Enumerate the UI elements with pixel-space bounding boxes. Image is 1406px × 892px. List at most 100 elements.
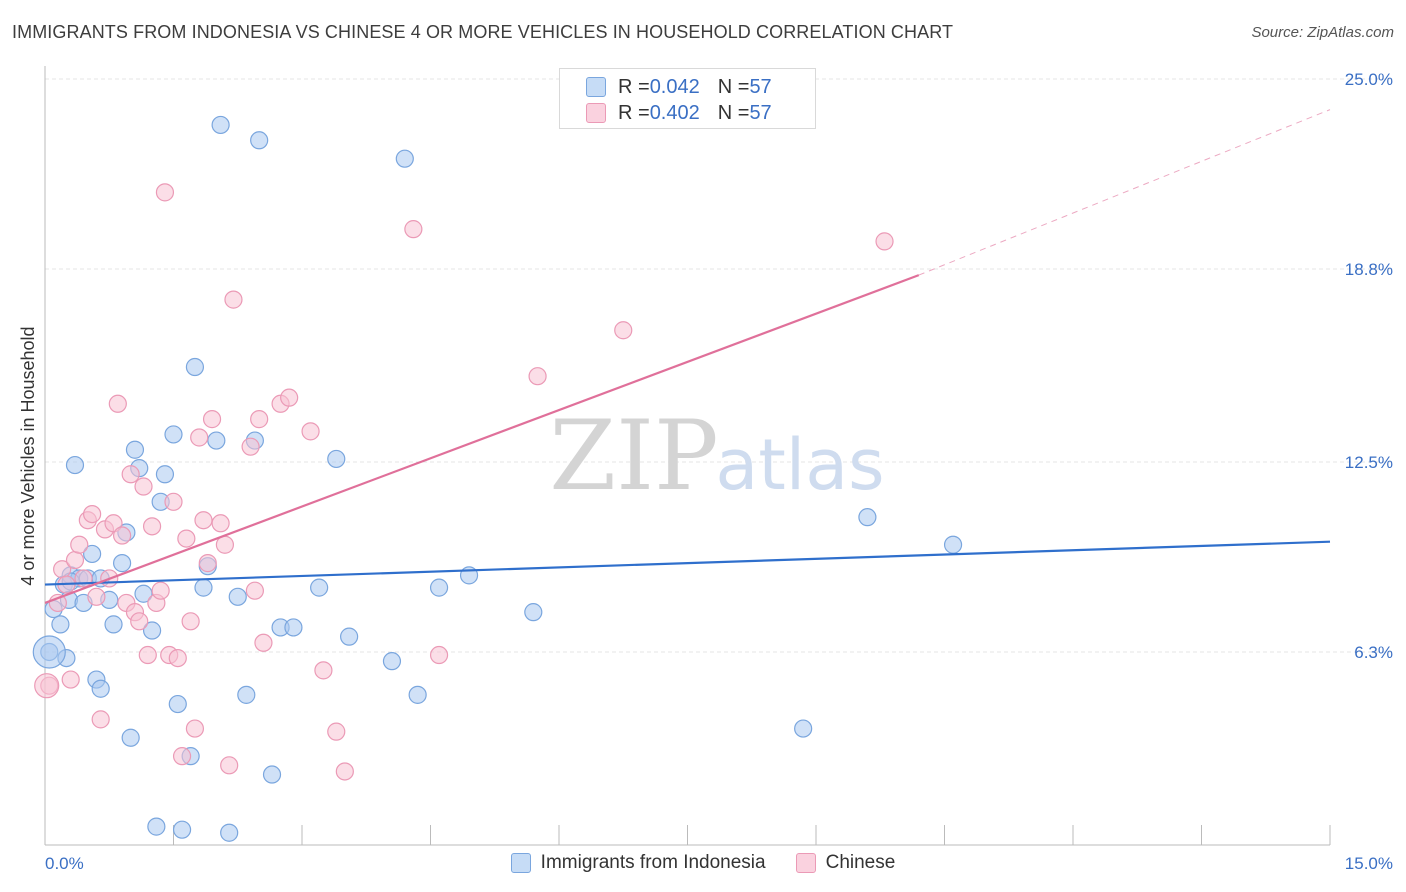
indonesia-point: [395, 149, 414, 168]
r-value: 0.042: [649, 75, 700, 98]
chinese-point: [142, 517, 162, 536]
chinese-point: [202, 410, 222, 429]
chinese-point: [614, 321, 633, 340]
chinese-point: [224, 290, 243, 309]
n-value: 57: [749, 101, 772, 124]
indonesia-point: [237, 685, 256, 704]
chinese-point: [181, 612, 200, 631]
y-tick-label: 12.5%: [1345, 453, 1393, 472]
series-legend: Immigrants from Indonesia Chinese: [0, 852, 1406, 874]
watermark: ZIP atlas: [549, 400, 884, 512]
indonesia-point: [340, 627, 359, 646]
chinese-point: [301, 422, 320, 441]
y-axis-label: 4 or more Vehicles in Household: [18, 326, 38, 585]
stats-legend: R = 0.042 N = 57 R = 0.402 N = 57: [559, 68, 816, 129]
chinese-trend-line: [44, 274, 920, 604]
indonesia-point-large: [32, 635, 66, 669]
chinese-legend-swatch: [795, 853, 816, 873]
chinese-point: [211, 514, 230, 533]
chinese-swatch: [586, 103, 606, 123]
chinese-point: [241, 437, 260, 456]
source-credit: Source: ZipAtlas.com: [1251, 24, 1394, 41]
chinese-point: [198, 554, 217, 573]
chinese-point: [528, 367, 547, 386]
chinese-point: [65, 550, 85, 570]
legend-item-chinese[interactable]: Chinese: [795, 852, 896, 874]
indonesia-point: [858, 508, 877, 527]
n-label: N =: [717, 75, 750, 98]
legend-label-chinese: Chinese: [825, 852, 896, 873]
watermark-zip: ZIP: [549, 400, 718, 512]
y-tick-labels: 6.3% 12.5% 18.8% 25.0%: [1345, 70, 1393, 662]
n-value: 57: [749, 75, 772, 98]
trend-lines: [44, 109, 1331, 604]
indonesia-point: [121, 728, 140, 747]
stats-row-chinese: R = 0.402 N = 57: [586, 100, 772, 126]
r-value: 0.402: [649, 101, 700, 124]
chinese-point: [164, 492, 183, 511]
chinese-point: [335, 762, 354, 781]
indonesia-point: [112, 554, 132, 573]
y-tick-label: 25.0%: [1345, 70, 1393, 89]
indonesia-point: [168, 694, 187, 714]
data-points: [32, 115, 963, 842]
r-label: R =: [618, 101, 650, 124]
chart-title: IMMIGRANTS FROM INDONESIA VS CHINESE 4 O…: [12, 22, 954, 42]
chinese-point: [87, 587, 106, 606]
chinese-point: [280, 388, 299, 407]
indonesia-point: [524, 603, 543, 622]
legend-label-indonesia: Immigrants from Indonesia: [540, 852, 766, 873]
indonesia-point: [91, 679, 110, 698]
chinese-point: [108, 394, 127, 413]
chinese-point: [83, 504, 102, 524]
chinese-point: [875, 232, 894, 251]
watermark-atlas: atlas: [715, 424, 884, 506]
indonesia-point: [155, 465, 175, 484]
chinese-point: [194, 511, 213, 530]
x-tick-label: 0.0%: [45, 854, 84, 873]
indonesia-legend-swatch: [510, 853, 531, 873]
chinese-point: [172, 747, 192, 766]
r-label: R =: [618, 75, 650, 98]
indonesia-point: [220, 823, 239, 842]
n-label: N =: [717, 101, 750, 124]
indonesia-point: [83, 544, 102, 564]
indonesia-point: [185, 357, 205, 377]
chinese-point: [112, 526, 132, 545]
indonesia-point: [284, 618, 303, 637]
chinese-point: [190, 428, 209, 447]
chinese-point: [168, 648, 187, 668]
indonesia-point: [250, 131, 269, 150]
indonesia-point: [408, 685, 427, 704]
indonesia-point: [228, 587, 247, 606]
legend-item-indonesia[interactable]: Immigrants from Indonesia: [510, 852, 766, 874]
chinese-point: [254, 633, 273, 652]
indonesia-point: [164, 425, 183, 444]
stats-row-indonesia: R = 0.042 N = 57: [586, 74, 772, 100]
chinese-point: [185, 719, 205, 738]
chinese-point: [155, 183, 175, 202]
x-tick-label: 15.0%: [1345, 854, 1393, 873]
chinese-point: [404, 220, 423, 239]
chinese-point: [327, 722, 346, 741]
x-tick-labels: 0.0% 15.0%: [45, 854, 1393, 873]
indonesia-point: [51, 615, 70, 634]
indonesia-swatch: [586, 77, 606, 97]
indonesia-point: [194, 578, 213, 597]
indonesia-point: [142, 621, 162, 640]
chinese-point: [220, 756, 239, 775]
chinese-point: [314, 661, 333, 680]
chinese-point: [429, 645, 449, 665]
y-tick-label: 6.3%: [1354, 643, 1393, 662]
indonesia-point: [65, 455, 85, 475]
chinese-trend-extension: [918, 109, 1331, 276]
chinese-point: [130, 612, 149, 631]
chinese-point: [245, 581, 264, 600]
indonesia-point: [382, 652, 402, 671]
chinese-point: [61, 670, 80, 689]
chinese-point: [121, 465, 140, 484]
indonesia-point: [794, 719, 813, 738]
indonesia-point: [943, 535, 963, 554]
chinese-point-large: [34, 673, 60, 699]
